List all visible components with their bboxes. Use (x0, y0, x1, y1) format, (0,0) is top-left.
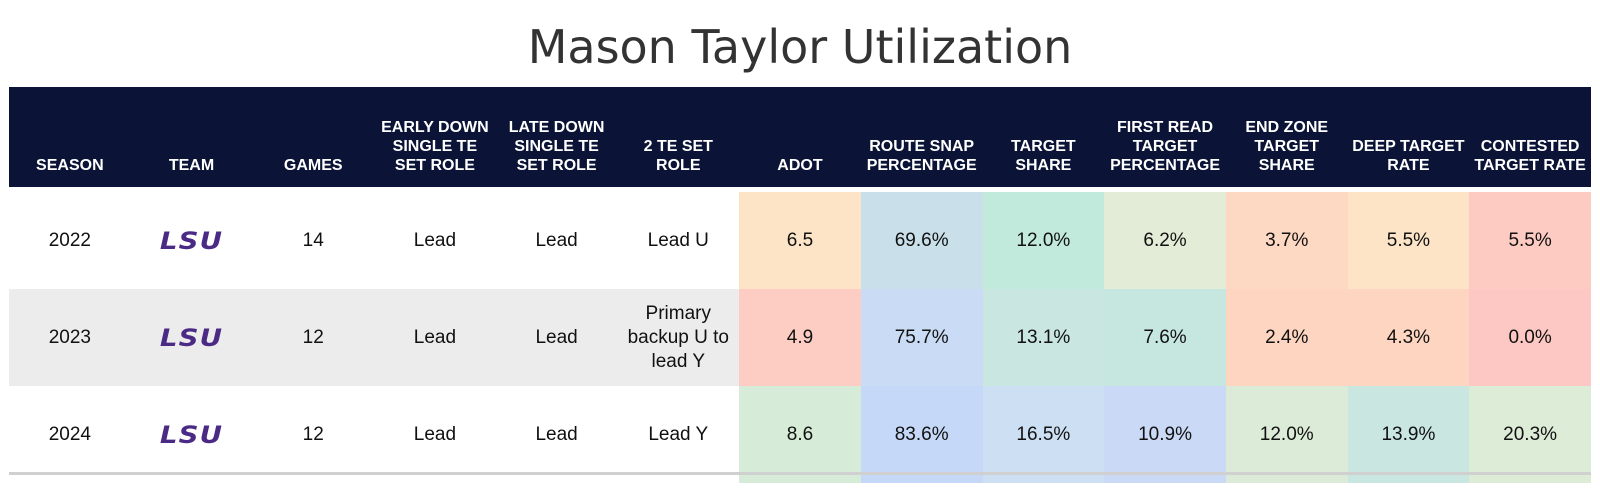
early-down-cell: Lead (413, 423, 457, 445)
games-cell: 14 (302, 229, 324, 251)
late-down-cell: Lead (535, 229, 578, 251)
table-header: SEASON TEAM GAMES EARLY DOWN SINGLE TE S… (9, 87, 1591, 187)
header-early-down: EARLY DOWN SINGLE TE SET ROLE (381, 119, 489, 174)
target-share-cell: 12.0% (982, 192, 1105, 289)
season-cell: 2024 (48, 423, 91, 445)
end-zone-cell: 2.4% (1225, 289, 1348, 386)
table-bottom-border (9, 472, 1591, 475)
two-te-cell: Lead Y (648, 423, 709, 445)
early-down-cell: Lead (413, 326, 457, 348)
route-snap-cell: 69.6% (860, 192, 983, 289)
table-row: 2022 LSU 14 Lead Lead Lead U 6.5 69.6% 1… (9, 192, 1591, 289)
header-team: TEAM (168, 157, 215, 174)
lsu-logo: LSU (159, 420, 224, 449)
season-cell: 2022 (48, 229, 91, 251)
target-share-cell: 16.5% (982, 386, 1105, 483)
header-season: SEASON (36, 157, 104, 174)
utilization-table: SEASON TEAM GAMES EARLY DOWN SINGLE TE S… (9, 87, 1591, 483)
early-down-cell: Lead (413, 229, 457, 251)
header-end-zone: END ZONE TARGET SHARE (1245, 119, 1329, 174)
target-share-cell: 13.1% (982, 289, 1105, 386)
two-te-cell: Lead U (647, 229, 709, 251)
first-read-cell: 10.9% (1104, 386, 1226, 483)
table-row: 2024 LSU 12 Lead Lead Lead Y 8.6 83.6% 1… (9, 386, 1591, 483)
adot-cell: 6.5 (739, 192, 861, 289)
contested-cell: 0.0% (1469, 289, 1591, 386)
header-first-read: FIRST READ TARGET PERCENTAGE (1110, 119, 1220, 174)
adot-cell: 4.9 (739, 289, 861, 386)
team-logo: LSU (131, 192, 253, 289)
contested-cell: 20.3% (1469, 386, 1591, 483)
adot-cell: 8.6 (739, 386, 861, 483)
lsu-logo: LSU (159, 226, 224, 255)
end-zone-cell: 12.0% (1225, 386, 1348, 483)
header-games: GAMES (283, 157, 343, 174)
route-snap-cell: 83.6% (860, 386, 983, 483)
games-cell: 12 (302, 326, 324, 348)
chart-title: Mason Taylor Utilization (527, 20, 1073, 74)
late-down-cell: Lead (535, 326, 578, 348)
header-target-share: TARGET SHARE (1011, 138, 1076, 174)
header-deep-target: DEEP TARGET RATE (1352, 138, 1465, 174)
first-read-cell: 7.6% (1104, 289, 1226, 386)
end-zone-cell: 3.7% (1225, 192, 1348, 289)
team-logo: LSU (131, 289, 253, 386)
header-2te-set: 2 TE SET ROLE (643, 138, 713, 174)
header-late-down: LATE DOWN SINGLE TE SET ROLE (508, 119, 605, 174)
header-contested: CONTESTED TARGET RATE (1474, 138, 1586, 174)
header-adot: ADOT (777, 157, 823, 174)
first-read-cell: 6.2% (1104, 192, 1226, 289)
late-down-cell: Lead (535, 423, 578, 445)
route-snap-cell: 75.7% (860, 289, 983, 386)
season-cell: 2023 (48, 326, 91, 348)
team-logo: LSU (131, 386, 253, 483)
header-route-snap: ROUTE SNAP PERCENTAGE (866, 138, 977, 174)
lsu-logo: LSU (159, 323, 224, 352)
contested-cell: 5.5% (1469, 192, 1591, 289)
deep-target-cell: 5.5% (1347, 192, 1470, 289)
deep-target-cell: 13.9% (1347, 386, 1470, 483)
table-row: 2023 LSU 12 Lead Lead Primary backup U t… (9, 289, 1591, 386)
games-cell: 12 (302, 423, 324, 445)
two-te-cell: Primary backup U to lead Y (627, 302, 729, 372)
deep-target-cell: 4.3% (1347, 289, 1470, 386)
